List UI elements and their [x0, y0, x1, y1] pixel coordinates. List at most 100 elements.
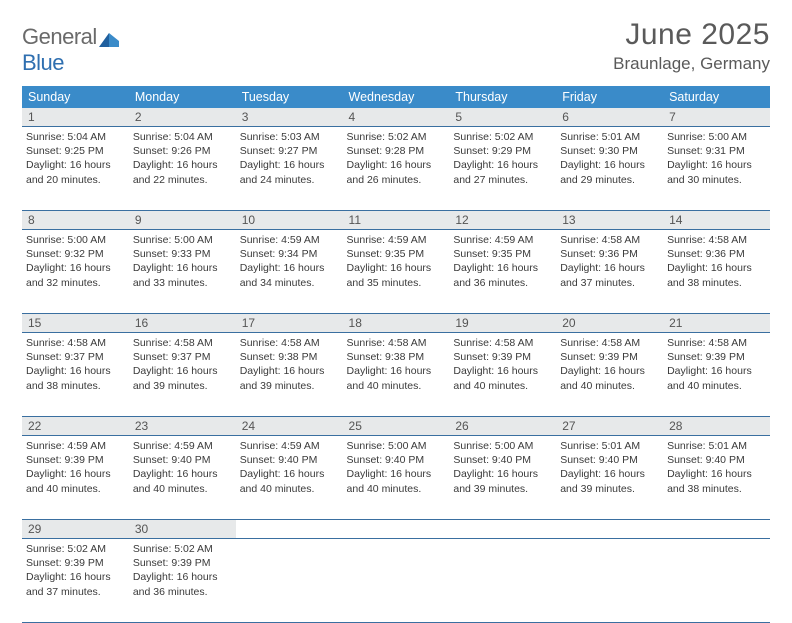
- day-cell: [556, 539, 663, 623]
- sunset-line: Sunset: 9:35 PM: [347, 247, 446, 261]
- daylight-line-1: Daylight: 16 hours: [453, 467, 552, 481]
- daylight-line-1: Daylight: 16 hours: [560, 467, 659, 481]
- sunrise-line: Sunrise: 4:59 AM: [133, 439, 232, 453]
- day-cell: Sunrise: 5:02 AMSunset: 9:29 PMDaylight:…: [449, 127, 556, 211]
- daylight-line-1: Daylight: 16 hours: [667, 467, 766, 481]
- day-cell: Sunrise: 4:59 AMSunset: 9:40 PMDaylight:…: [129, 436, 236, 520]
- sunrise-line: Sunrise: 4:58 AM: [667, 233, 766, 247]
- calendar-body: 1234567Sunrise: 5:04 AMSunset: 9:25 PMDa…: [22, 108, 770, 623]
- sunrise-line: Sunrise: 5:01 AM: [667, 439, 766, 453]
- daylight-line-1: Daylight: 16 hours: [560, 261, 659, 275]
- location-label: Braunlage, Germany: [613, 54, 770, 74]
- sunrise-line: Sunrise: 5:01 AM: [560, 439, 659, 453]
- sunrise-line: Sunrise: 4:58 AM: [133, 336, 232, 350]
- daynum-row: 22232425262728: [22, 417, 770, 436]
- sunrise-line: Sunrise: 4:59 AM: [347, 233, 446, 247]
- day-cell: Sunrise: 5:04 AMSunset: 9:25 PMDaylight:…: [22, 127, 129, 211]
- sunrise-line: Sunrise: 5:03 AM: [240, 130, 339, 144]
- sunset-line: Sunset: 9:39 PM: [26, 556, 125, 570]
- day-number-cell: 16: [129, 314, 236, 333]
- daylight-line-1: Daylight: 16 hours: [453, 261, 552, 275]
- sunset-line: Sunset: 9:40 PM: [240, 453, 339, 467]
- weekday-header: Monday: [129, 86, 236, 108]
- daylight-line-2: and 40 minutes.: [240, 482, 339, 496]
- daynum-row: 1234567: [22, 108, 770, 127]
- day-number-cell: 28: [663, 417, 770, 436]
- sunset-line: Sunset: 9:40 PM: [560, 453, 659, 467]
- day-number-cell: 5: [449, 108, 556, 127]
- weekday-header: Saturday: [663, 86, 770, 108]
- day-number-cell: 1: [22, 108, 129, 127]
- day-content: Sunrise: 4:59 AMSunset: 9:35 PMDaylight:…: [347, 233, 446, 290]
- calendar-head: Sunday Monday Tuesday Wednesday Thursday…: [22, 86, 770, 108]
- weekday-header: Wednesday: [343, 86, 450, 108]
- daylight-line-1: Daylight: 16 hours: [133, 570, 232, 584]
- daylight-line-1: Daylight: 16 hours: [453, 364, 552, 378]
- sunrise-line: Sunrise: 4:59 AM: [26, 439, 125, 453]
- daylight-line-2: and 27 minutes.: [453, 173, 552, 187]
- sunset-line: Sunset: 9:33 PM: [133, 247, 232, 261]
- week-row: Sunrise: 5:00 AMSunset: 9:32 PM Daylight:…: [22, 230, 770, 314]
- day-number-cell: 25: [343, 417, 450, 436]
- day-number-cell: 15: [22, 314, 129, 333]
- day-content: Sunrise: 5:01 AMSunset: 9:40 PMDaylight:…: [667, 439, 766, 496]
- day-cell: Sunrise: 4:58 AMSunset: 9:39 PMDaylight:…: [663, 333, 770, 417]
- daylight-line-2: and 33 minutes.: [133, 276, 232, 290]
- sunrise-line: Sunrise: 4:59 AM: [240, 233, 339, 247]
- week-row: Sunrise: 5:04 AMSunset: 9:25 PMDaylight:…: [22, 127, 770, 211]
- day-number-cell: 17: [236, 314, 343, 333]
- sunset-line: Sunset: 9:38 PM: [347, 350, 446, 364]
- day-cell: Sunrise: 4:58 AMSunset: 9:37 PMDaylight:…: [22, 333, 129, 417]
- day-cell: [236, 539, 343, 623]
- page: GeneralBlue June 2025 Braunlage, Germany…: [0, 0, 792, 623]
- daylight-line-1: Daylight: 16 hours: [26, 364, 125, 378]
- day-number-cell: 6: [556, 108, 663, 127]
- sunset-line: Sunset: 9:35 PM: [453, 247, 552, 261]
- daylight-line-1: Daylight: 16 hours: [347, 261, 446, 275]
- day-number-cell: 30: [129, 520, 236, 539]
- daylight-line-1: Daylight: 16 hours: [240, 467, 339, 481]
- daylight-line-2: and 34 minutes.: [240, 276, 339, 290]
- day-number-cell: [663, 520, 770, 539]
- sunset-line: Sunset: 9:38 PM: [240, 350, 339, 364]
- sunset-line: Sunset: 9:29 PM: [453, 144, 552, 158]
- day-content: Sunrise: 5:01 AMSunset: 9:40 PMDaylight:…: [560, 439, 659, 496]
- daylight-line-1: Daylight: 16 hours: [26, 158, 125, 172]
- sunrise-line: Sunrise: 5:02 AM: [26, 542, 125, 556]
- sunset-line: Sunset: 9:32 PM: [26, 247, 125, 261]
- day-cell: Sunrise: 5:00 AMSunset: 9:32 PMDaylight:…: [22, 230, 129, 314]
- sunrise-line: Sunrise: 5:00 AM: [26, 233, 125, 247]
- daylight-line-2: and 26 minutes.: [347, 173, 446, 187]
- daylight-line-1: Daylight: 16 hours: [347, 158, 446, 172]
- day-content: Sunrise: 5:03 AMSunset: 9:27 PMDaylight:…: [240, 130, 339, 187]
- sunset-line: Sunset: 9:39 PM: [560, 350, 659, 364]
- day-content: Sunrise: 5:02 AMSunset: 9:29 PMDaylight:…: [453, 130, 552, 187]
- day-content: Sunrise: 4:58 AMSunset: 9:39 PMDaylight:…: [667, 336, 766, 393]
- daynum-row: 15161718192021: [22, 314, 770, 333]
- daylight-line-1: Daylight: 16 hours: [133, 261, 232, 275]
- day-number-cell: 20: [556, 314, 663, 333]
- sunset-line: Sunset: 9:37 PM: [133, 350, 232, 364]
- daylight-line-2: and 39 minutes.: [133, 379, 232, 393]
- day-number-cell: 9: [129, 211, 236, 230]
- week-row: Sunrise: 5:02 AMSunset: 9:39 PMDaylight:…: [22, 539, 770, 623]
- day-number-cell: 18: [343, 314, 450, 333]
- day-cell: Sunrise: 5:04 AMSunset: 9:26 PMDaylight:…: [129, 127, 236, 211]
- day-number-cell: 19: [449, 314, 556, 333]
- daylight-line-1: Daylight: 16 hours: [26, 467, 125, 481]
- daylight-line-2: and 35 minutes.: [347, 276, 446, 290]
- day-number-cell: 23: [129, 417, 236, 436]
- day-cell: Sunrise: 5:02 AMSunset: 9:39 PMDaylight:…: [22, 539, 129, 623]
- daylight-line-2: and 40 minutes.: [347, 482, 446, 496]
- sunset-line: Sunset: 9:31 PM: [667, 144, 766, 158]
- calendar-table: Sunday Monday Tuesday Wednesday Thursday…: [22, 86, 770, 623]
- daylight-line-2: and 39 minutes.: [240, 379, 339, 393]
- sunset-line: Sunset: 9:34 PM: [240, 247, 339, 261]
- sunrise-line: Sunrise: 4:59 AM: [453, 233, 552, 247]
- sunrise-line: Sunrise: 5:02 AM: [133, 542, 232, 556]
- sunrise-line: Sunrise: 5:04 AM: [133, 130, 232, 144]
- day-cell: Sunrise: 4:58 AMSunset: 9:38 PMDaylight:…: [343, 333, 450, 417]
- day-content: Sunrise: 4:58 AMSunset: 9:38 PMDaylight:…: [347, 336, 446, 393]
- daylight-line-2: and 36 minutes.: [133, 585, 232, 599]
- daylight-line-1: Daylight: 16 hours: [347, 467, 446, 481]
